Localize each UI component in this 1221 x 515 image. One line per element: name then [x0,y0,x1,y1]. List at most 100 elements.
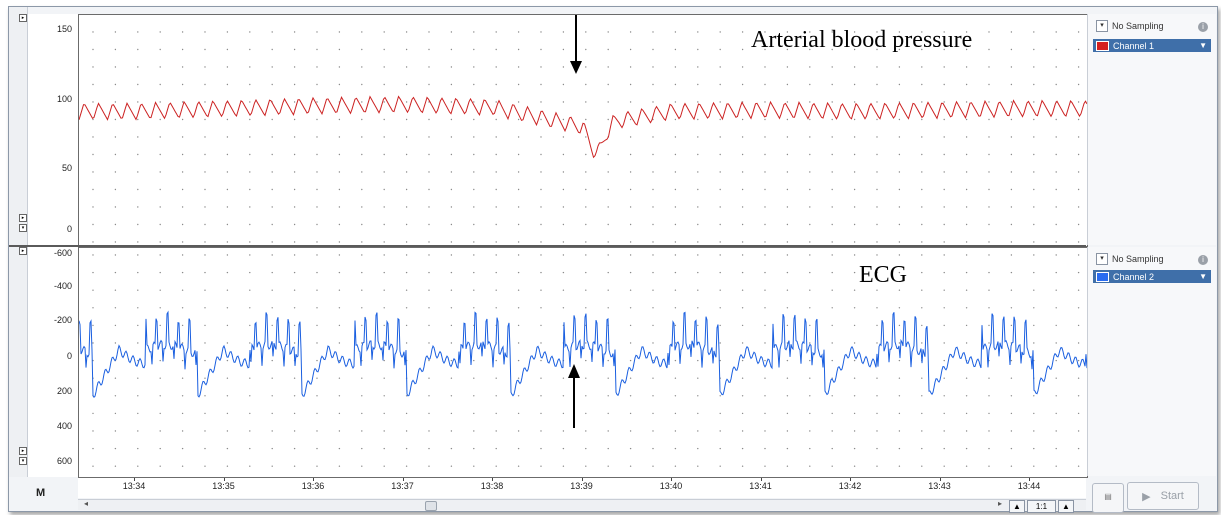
grid-dot [114,206,117,208]
grid-dot [629,447,632,450]
grid-dot [764,136,766,138]
grid-dot [181,48,184,51]
grid-dot [1010,136,1013,138]
grid-dot [428,48,430,51]
grid-dot [249,289,251,291]
grid-dot [495,465,497,467]
grid-dot [249,118,251,121]
collapse-icon[interactable]: ▾ [19,457,27,465]
grid-dot [652,324,654,327]
info-icon[interactable]: i [1198,22,1208,32]
zoom-out-icon[interactable]: ▲ [1009,500,1025,513]
grid-dot [383,118,385,121]
expand-icon[interactable]: ▸ [19,214,27,222]
grid-dot [271,188,273,191]
y-tick-label: 100 [56,94,72,104]
grid-dot [719,31,721,33]
grid-dot [383,223,385,226]
grid-dot [809,465,811,467]
grid-dot [249,271,251,274]
grid-dot [1033,430,1035,432]
grid-dot [338,359,341,362]
time-tick [1029,478,1030,481]
marker-icon[interactable]: M [36,487,46,499]
sampling-selector[interactable]: ▾ No Sampling [1096,253,1164,265]
grid-dot [809,271,811,274]
grid-dot [741,324,744,327]
sampling-selector[interactable]: ▾ No Sampling [1096,20,1164,32]
grid-dot [697,136,699,138]
grid-dot [540,254,542,256]
grid-dot [898,377,901,379]
grid-dot [988,465,990,467]
panel-separator[interactable] [9,245,1086,247]
grid-dot [741,136,744,138]
zoom-ratio-button[interactable]: 1:1 [1026,500,1057,513]
grid-dot [898,48,901,51]
grid-dot [473,377,475,379]
zoom-in-icon[interactable]: ▲ [1058,500,1074,513]
expand-icon[interactable]: ▸ [19,247,27,255]
grid-dot [652,271,654,274]
grid-dot [540,188,542,191]
dropdown-icon[interactable]: ▾ [1096,253,1108,265]
settings-icon[interactable]: ▤ [1092,483,1124,513]
grid-dot [965,136,968,138]
expand-icon[interactable]: ▸ [19,447,27,455]
grid-dot [764,66,766,68]
horizontal-scrollbar[interactable]: ◂ ▸ [78,499,1086,511]
dropdown-icon[interactable]: ▾ [1096,20,1108,32]
start-button[interactable]: ▶ Start [1127,482,1199,510]
grid-dot [1077,223,1080,226]
grid-dot [450,241,453,243]
grid-dot [473,254,475,256]
grid-dot [383,465,385,467]
ecg-plot-area[interactable]: ECG [78,247,1088,478]
grid-dot [1077,307,1080,309]
grid-dot [338,307,341,309]
grid-dot [764,223,766,226]
grid-dot [741,48,744,51]
expand-icon[interactable]: ▸ [19,14,27,22]
grid-dot [629,188,632,191]
grid-dot [786,223,789,226]
grid-dot [629,359,632,362]
grid-dot [988,66,990,68]
channel-selector[interactable]: Channel 1 ▼ [1093,39,1211,52]
grid-dot [585,136,587,138]
grid-dot [988,83,990,86]
grid-dot [114,31,117,33]
grid-dot [585,118,587,121]
scrollbar-thumb[interactable] [425,501,437,511]
grid-dot [674,377,677,379]
grid-dot [316,307,318,309]
grid-dot [204,83,206,86]
collapse-icon[interactable]: ▾ [19,224,27,232]
grid-dot [495,171,497,173]
scroll-left-icon[interactable]: ◂ [84,499,89,508]
grid-dot [226,412,229,415]
y-tick-label: 0 [66,224,72,234]
bp-plot-area[interactable]: Arterial blood pressure [78,14,1088,247]
channel-selector[interactable]: Channel 2 ▼ [1093,270,1211,283]
grid-dot [293,83,296,86]
grid-dot [1055,289,1057,291]
info-icon[interactable]: i [1198,255,1208,265]
grid-dot [943,324,945,327]
grid-dot [159,83,161,86]
scroll-right-icon[interactable]: ▸ [998,499,1003,508]
grid-dot [764,241,766,243]
grid-dot [1077,324,1080,327]
time-tick-label: 13:43 [928,481,951,491]
grid-dot [786,324,789,327]
grid-dot [652,66,654,68]
grid-dot [719,171,721,173]
grid-dot [853,66,856,68]
grid-dot [786,48,789,51]
grid-dot [764,377,766,379]
grid-dot [719,66,721,68]
channel-color-swatch [1096,40,1109,51]
grid-dot [629,241,632,243]
grid-dot [1055,241,1057,243]
grid-dot [697,307,699,309]
